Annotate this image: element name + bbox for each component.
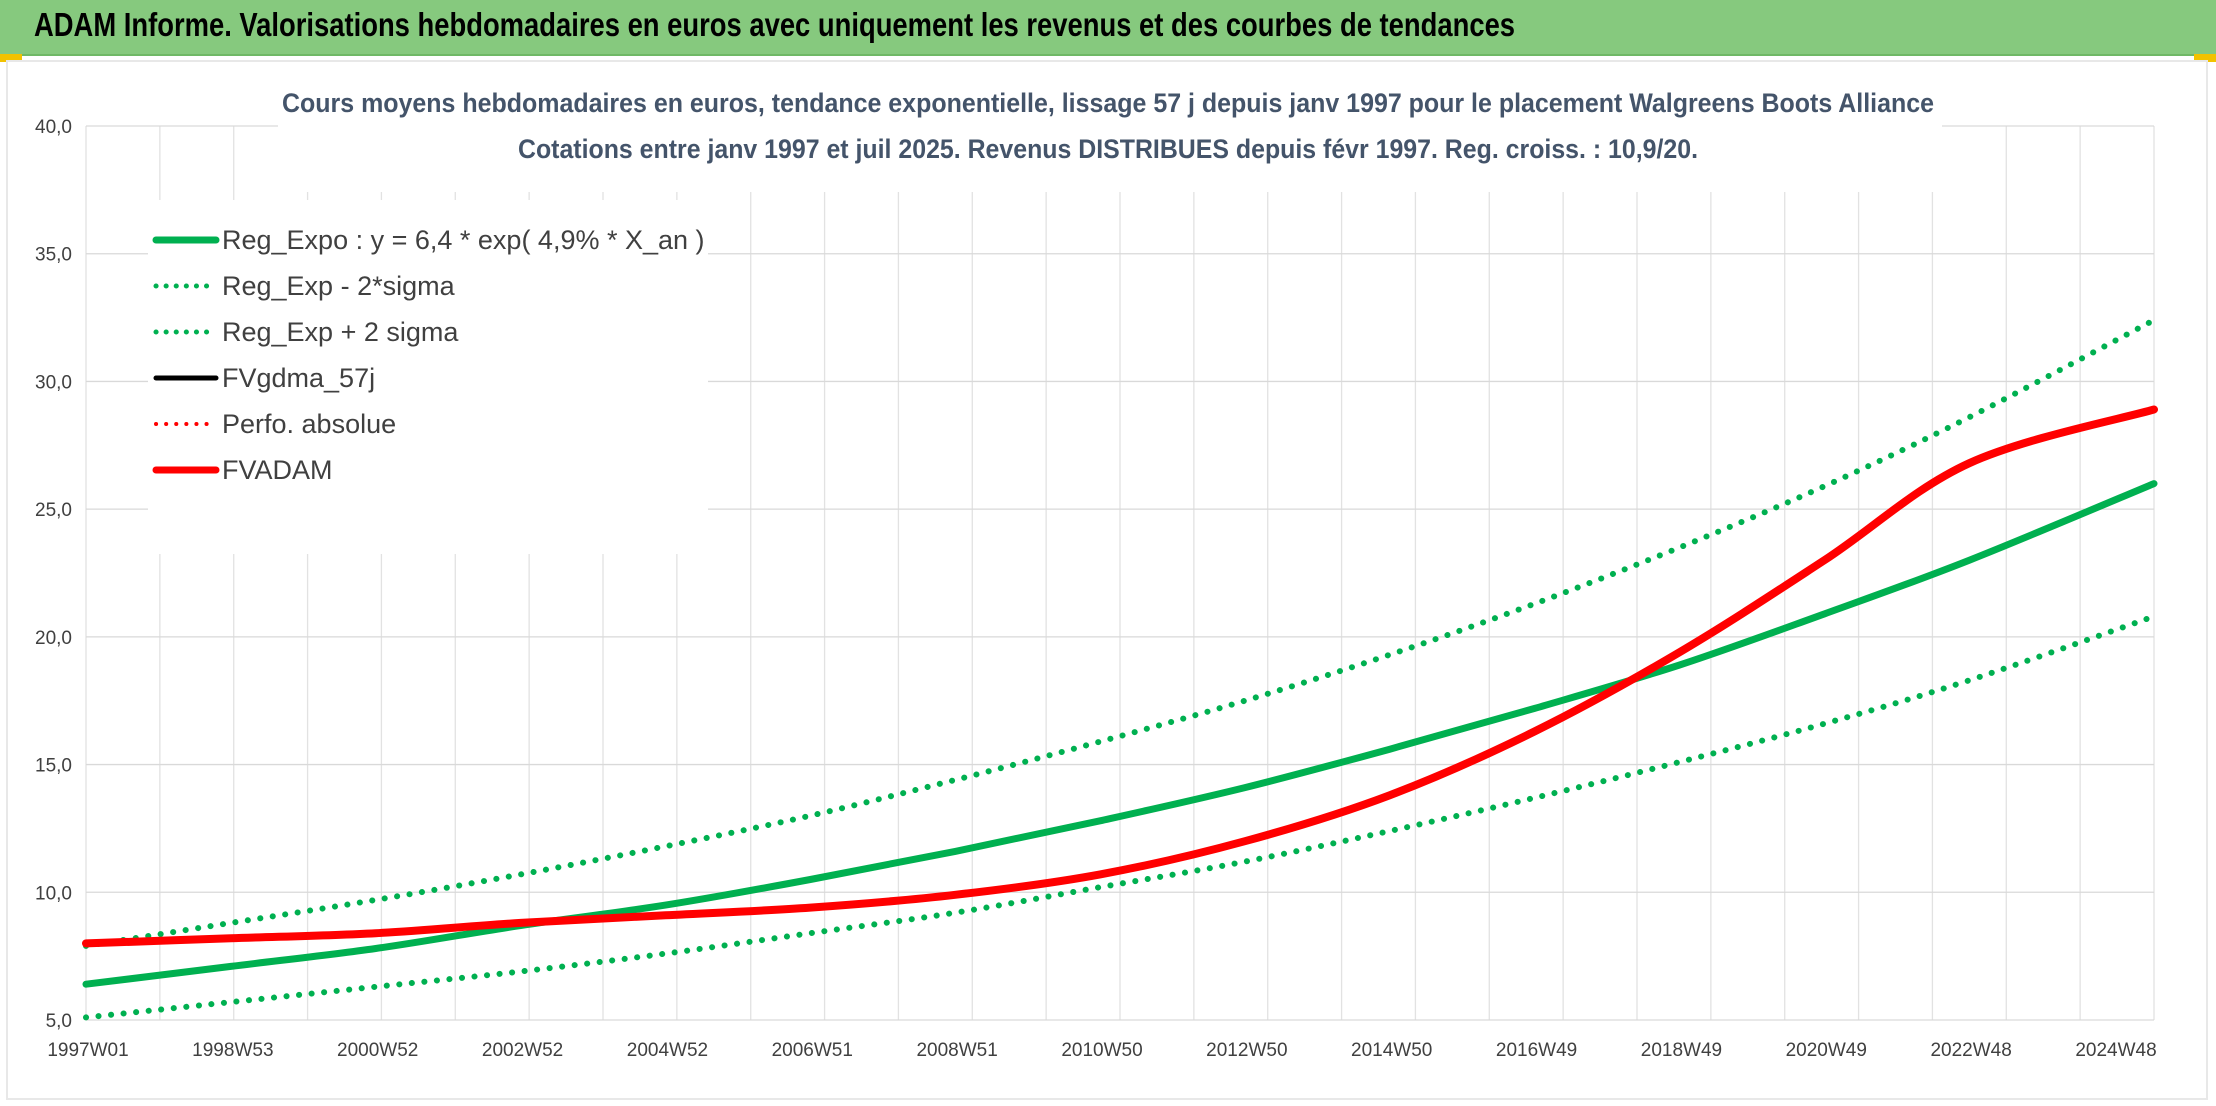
chart-grid [85,125,2155,1021]
legend-background [148,200,708,554]
chart-title-background [278,92,1942,192]
x-tick-label: 1998W53 [192,1040,273,1061]
x-tick-label: 2012W50 [1206,1040,1287,1061]
x-tick-label: 2010W50 [1061,1040,1142,1061]
report-header: ADAM Informe. Valorisations hebdomadaire… [0,0,2216,56]
y-tick-label: 35,0 [35,245,72,266]
x-tick-label: 2022W48 [1930,1040,2011,1061]
legend-label: Reg_Expo : y = 6,4 * exp( 4,9% * X_an ) [222,225,705,255]
chart-legend: Reg_Expo : y = 6,4 * exp( 4,9% * X_an ) R… [152,225,705,485]
corner-marker-left [0,54,22,62]
x-tick-label: 2016W49 [1496,1040,1577,1061]
y-tick-label: 5,0 [46,1011,72,1032]
legend-label: FVADAM [222,455,333,485]
y-tick-label: 15,0 [35,756,72,777]
x-tick-label: 2018W49 [1641,1040,1722,1061]
chart-title-line2: Cotations entre janv 1997 et juil 2025. … [518,134,1698,164]
legend-label: Reg_Exp + 2 sigma [222,317,459,347]
legend-label: FVgdma_57j [222,363,375,393]
chart-title-line1: Cours moyens hebdomadaires en euros, ten… [282,88,1934,118]
y-tick-label: 40,0 [35,117,72,138]
line-chart: 5,010,015,020,025,030,035,040,0 1997W01 1… [35,88,2158,1061]
legend-label: Reg_Exp - 2*sigma [222,271,456,301]
x-axis-ticks: 1997W01 1998W53 2000W52 2002W52 2004W52 2006W… [47,1040,2156,1061]
report-title: ADAM Informe. Valorisations hebdomadaire… [34,6,1516,43]
series-line-reg-expo [82,480,2158,988]
y-tick-label: 25,0 [35,500,72,521]
x-tick-label: 2020W49 [1786,1040,1867,1061]
x-tick-label: 2000W52 [337,1040,418,1061]
chart-frame: 5,0 10,0 15,0 20,0 25,0 30,0 35,0 40,0 1997W01 1… [6,60,2208,1100]
legend-label: Perfo. absolue [222,409,396,439]
chart-series [82,317,2158,1021]
x-tick-label: 1997W01 [47,1040,128,1061]
x-tick-label: 2004W52 [627,1040,708,1061]
series-line-fvadam [82,405,2158,948]
x-tick-label: 2024W48 [2075,1040,2156,1061]
series-line-reg-exp [83,317,2157,949]
x-tick-label: 2006W51 [772,1040,853,1061]
series-line-reg-exp [83,613,2157,1021]
x-tick-label: 2014W50 [1351,1040,1432,1061]
x-tick-label: 2002W52 [482,1040,563,1061]
corner-marker-right [2194,54,2216,62]
y-axis-ticks: 5,0 10,0 15,0 20,0 25,0 30,0 35,0 40,0 [35,117,72,1032]
x-tick-label: 2008W51 [916,1040,997,1061]
y-tick-label: 10,0 [35,883,72,904]
y-tick-label: 30,0 [35,372,72,393]
y-tick-label: 20,0 [35,628,72,649]
